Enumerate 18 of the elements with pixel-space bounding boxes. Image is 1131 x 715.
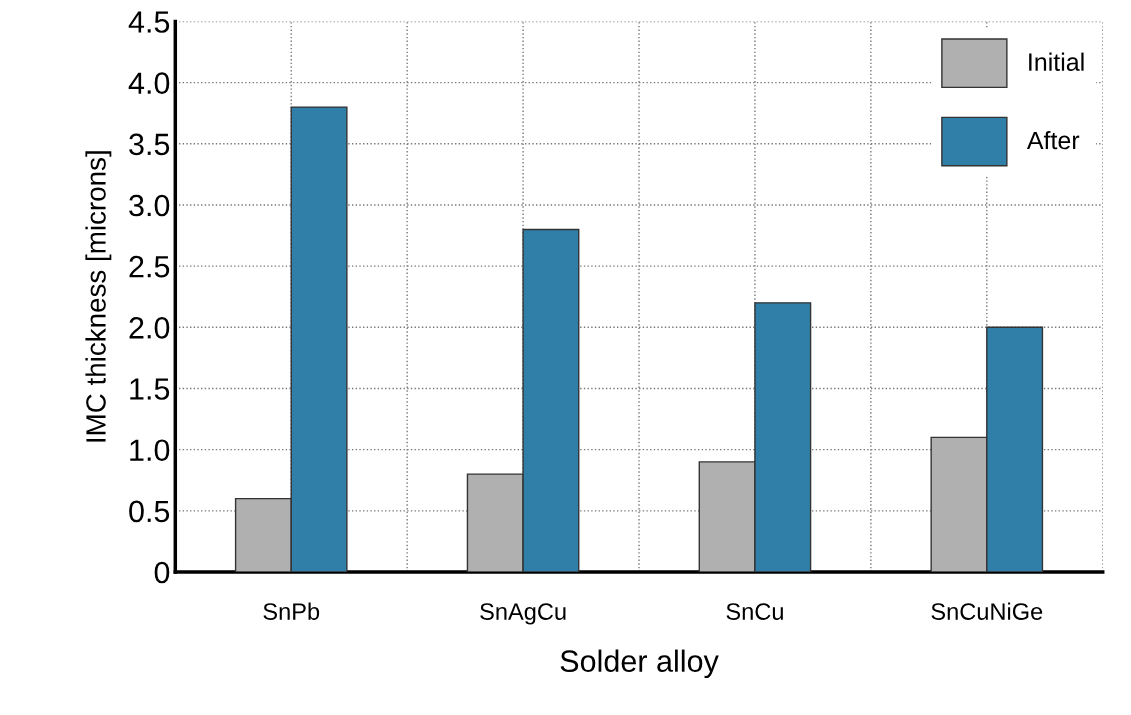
y-tick-label: 1.5 (130, 378, 170, 400)
y-tick-label: 4.0 (128, 72, 170, 94)
y-tick-label: 3.5 (129, 133, 170, 156)
x-tick-label: SnPb (263, 602, 320, 620)
y-tick-label: 2.0 (129, 317, 170, 339)
y-tick-label: 2.5 (129, 255, 170, 278)
y-tick-label: 4.5 (128, 11, 170, 33)
y-tick-label: 1.0 (130, 439, 170, 462)
legend-label: Initial (1029, 52, 1084, 71)
legend-label: After (1026, 130, 1080, 150)
x-axis-title: Solder alloy (560, 649, 719, 679)
y-axis-title: IMC thickness [microns] (85, 151, 112, 442)
y-tick-label: 0 (154, 561, 170, 584)
x-tick-label: SnCu (726, 603, 783, 620)
x-tick-label: SnAgCu (480, 603, 566, 625)
y-tick-label: 0.5 (129, 500, 170, 523)
x-tick-label: SnCuNiGe (931, 602, 1043, 620)
y-tick-label: 3.0 (129, 194, 170, 217)
